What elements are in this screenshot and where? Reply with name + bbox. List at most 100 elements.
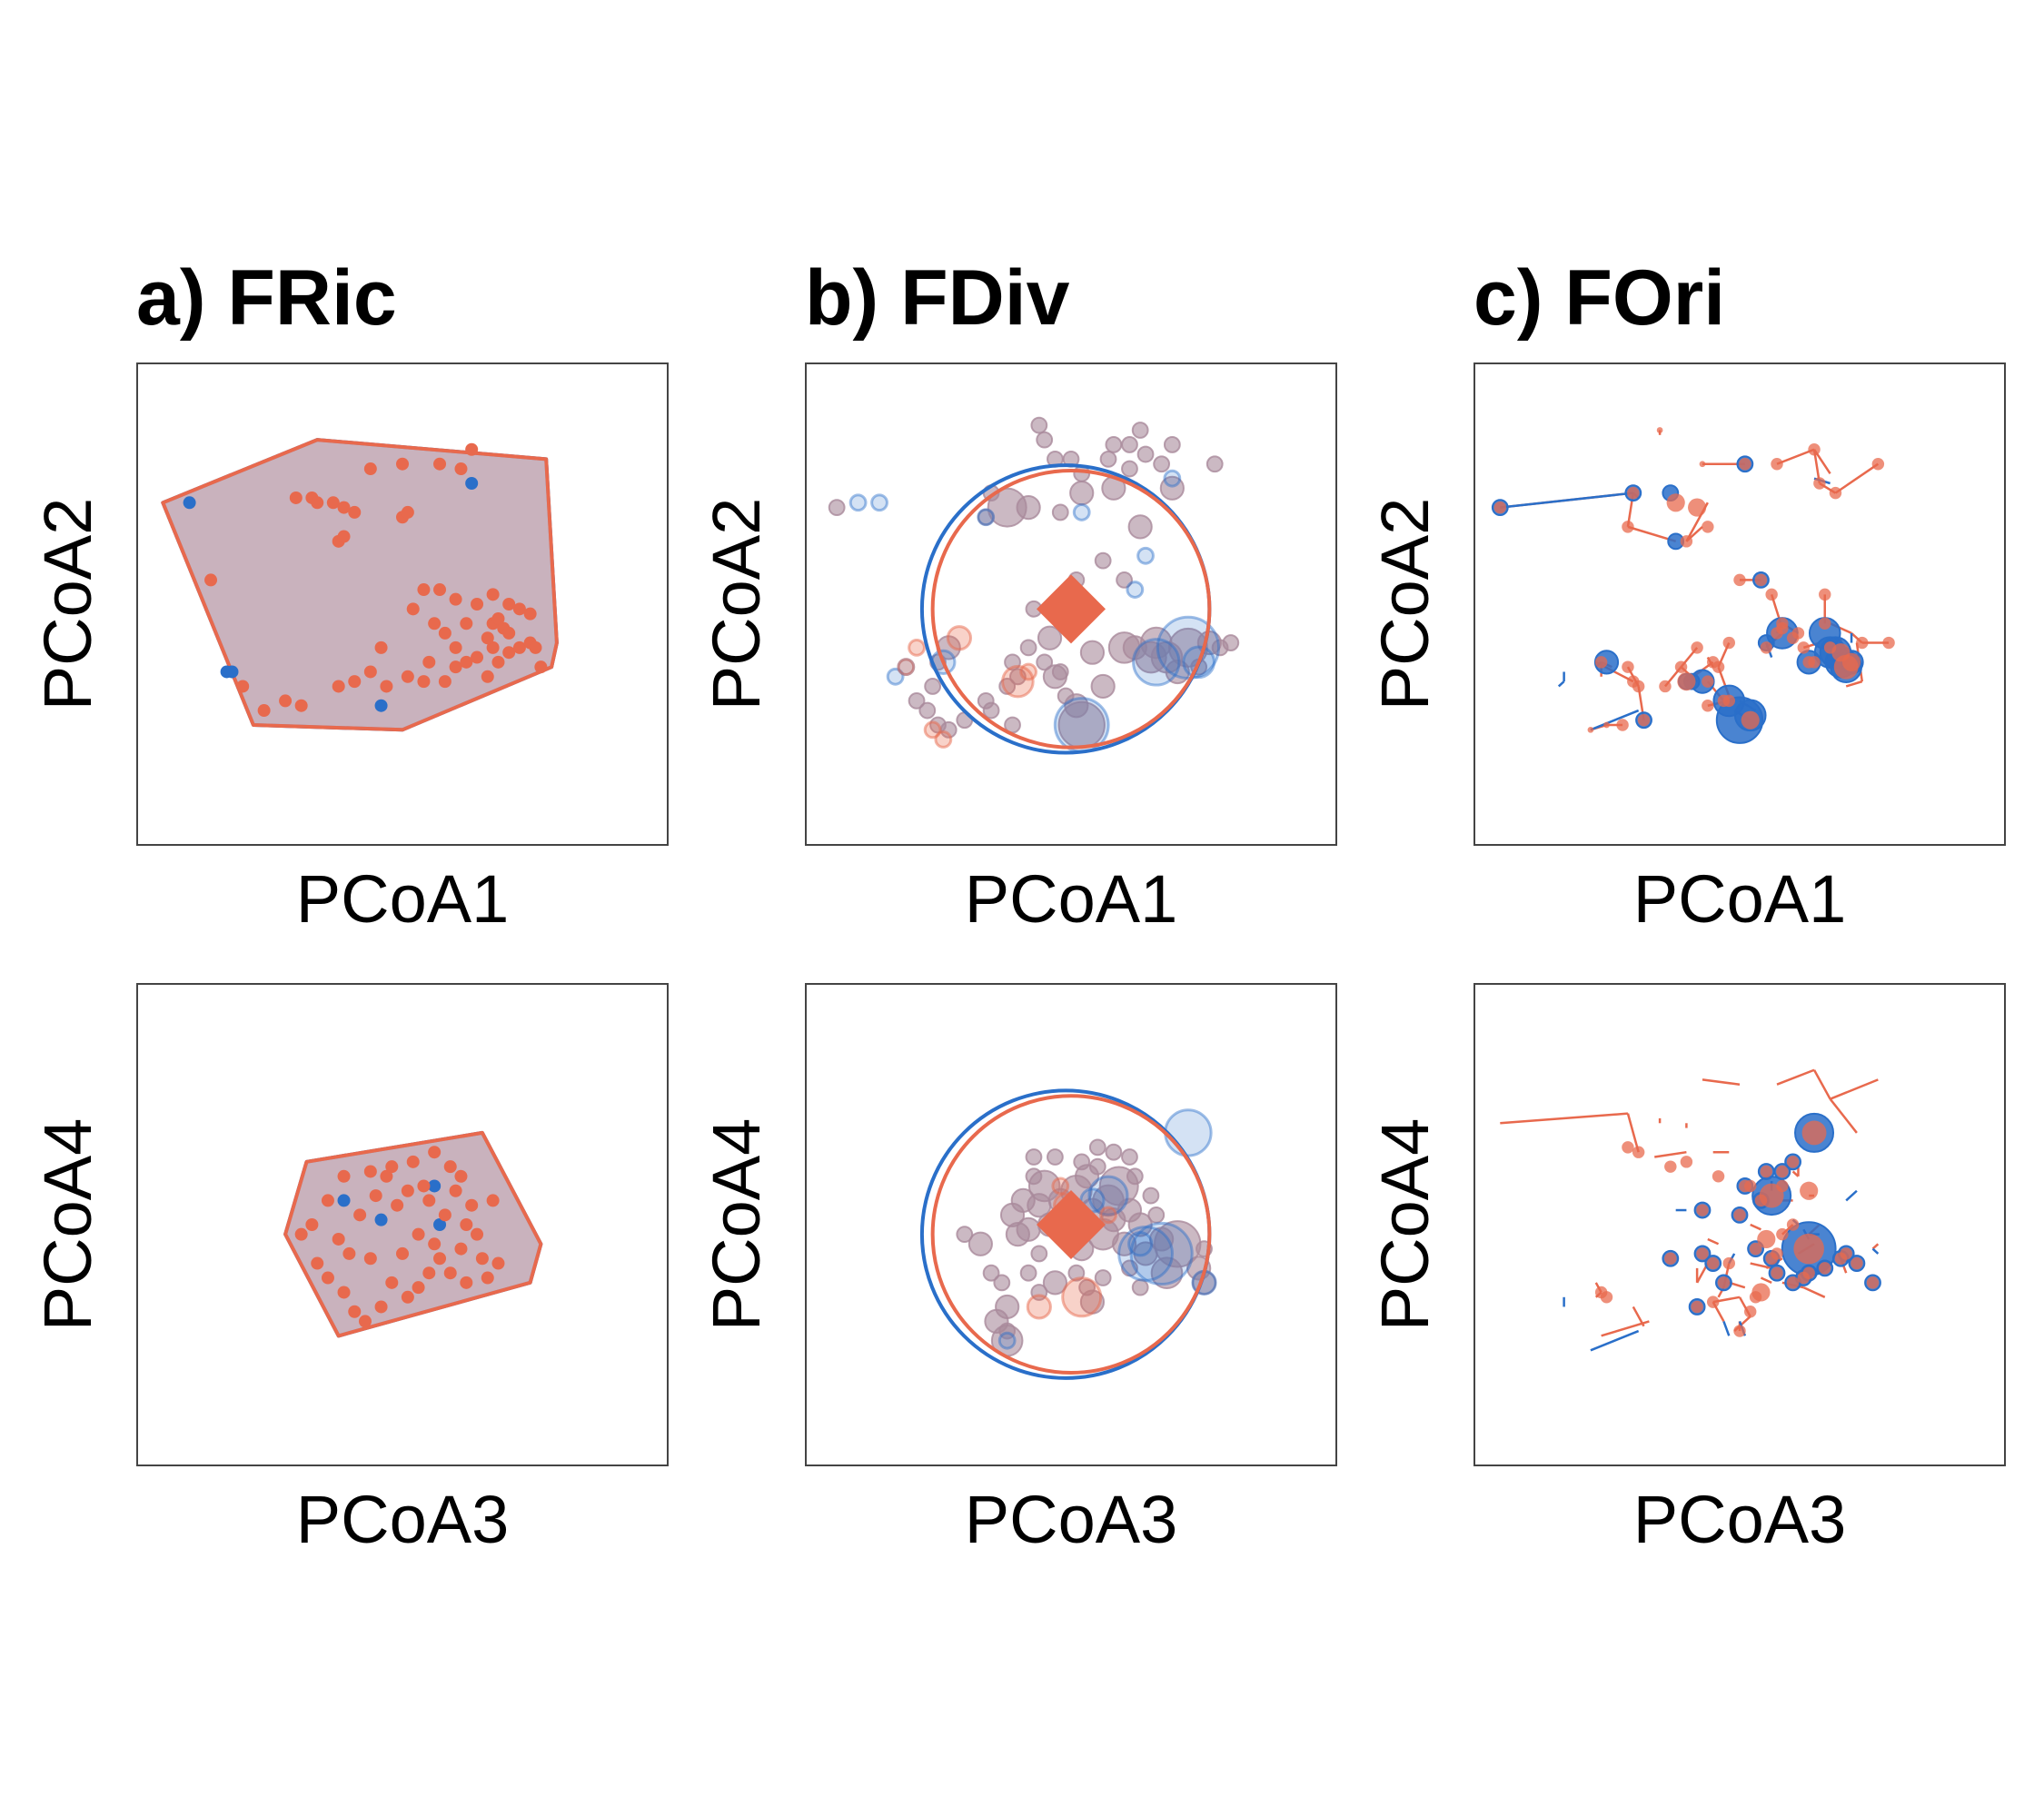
- point-red-32: [311, 1256, 324, 1270]
- point-red-31: [321, 1271, 334, 1285]
- node-red-20: [1771, 1266, 1783, 1279]
- node-red-6: [1632, 1146, 1645, 1158]
- point-red-30: [337, 1286, 351, 1299]
- point-blend-22: [1079, 640, 1106, 665]
- node-red-23: [1802, 1266, 1815, 1279]
- point-blue-faded-7: [997, 1331, 1017, 1350]
- node-red-45: [1587, 726, 1594, 733]
- point-red-23: [422, 1266, 436, 1280]
- point-blend-16: [1094, 551, 1112, 570]
- node-red-5: [1656, 427, 1663, 433]
- point-red-19: [471, 1227, 484, 1241]
- point-red-48: [348, 505, 362, 519]
- node-red-7: [1691, 1300, 1703, 1314]
- point-red-50: [337, 530, 351, 543]
- point-red-24: [534, 660, 548, 674]
- point-blue-0: [337, 1194, 351, 1207]
- point-blue-faded-13: [1126, 581, 1145, 599]
- point-red-1: [236, 680, 250, 693]
- point-red-faded-5: [934, 730, 953, 749]
- point-blue-faded-9: [977, 508, 996, 527]
- point-blue-faded-10: [1072, 503, 1091, 521]
- node-red-8: [1771, 458, 1783, 471]
- node-red-43: [1733, 1325, 1746, 1337]
- node-red-12: [1754, 1194, 1768, 1207]
- point-red-43: [460, 1276, 473, 1289]
- node-red-16: [1696, 1247, 1709, 1260]
- point-red-37: [417, 583, 431, 597]
- point-red-7: [363, 665, 377, 679]
- point-blend-41: [924, 678, 942, 695]
- point-red-12: [422, 1194, 436, 1207]
- segment-red-29: [1802, 1286, 1826, 1298]
- node-red-48: [1674, 660, 1688, 673]
- segment-blue-0: [1500, 491, 1633, 509]
- node-red-43: [1776, 617, 1789, 630]
- point-red-faded-1: [1001, 664, 1035, 699]
- point-blend-14: [1159, 475, 1185, 501]
- point-red-37: [385, 1160, 399, 1174]
- point-red-41: [486, 588, 500, 601]
- point-blend-56: [1036, 431, 1054, 449]
- divergence-circle-red: [930, 1094, 1212, 1375]
- point-red-38: [433, 583, 447, 597]
- point-blend-13: [1153, 455, 1171, 473]
- point-red-faded-4: [1026, 1294, 1052, 1320]
- segment-red-20: [1845, 680, 1863, 688]
- point-red-35: [443, 1160, 457, 1174]
- plot-frame: [1473, 983, 2006, 1466]
- node-red-9: [1808, 443, 1821, 456]
- point-red-25: [428, 617, 442, 630]
- point-blend-52: [1073, 1153, 1091, 1171]
- point-blue-faded-2: [1127, 1231, 1154, 1257]
- point-blend-45: [1030, 1245, 1048, 1263]
- node-red-27: [1722, 636, 1735, 650]
- point-blue-3: [465, 477, 479, 490]
- point-blue-faded-4: [1156, 615, 1221, 680]
- node-red-0: [1493, 501, 1507, 514]
- point-red-53: [363, 462, 377, 476]
- point-blend-49: [1019, 639, 1037, 657]
- node-red-42: [1771, 627, 1783, 640]
- node-red-15: [1765, 588, 1778, 601]
- point-red-faded-1: [1051, 1177, 1070, 1196]
- point-red-31: [491, 611, 505, 625]
- point-red-faded-3: [1099, 1206, 1117, 1225]
- point-red-21: [512, 640, 526, 654]
- point-red-17: [460, 1218, 473, 1231]
- point-red-16: [454, 1242, 468, 1256]
- point-red-34: [428, 1146, 442, 1159]
- node-red-2: [1666, 493, 1685, 512]
- node-red-40: [1786, 1218, 1800, 1231]
- x-axis-label-a-top: PCoA1: [295, 861, 510, 937]
- node-red-4: [1664, 1252, 1677, 1265]
- point-red-45: [417, 1179, 431, 1193]
- node-red-36: [1757, 1229, 1776, 1249]
- point-blend-8: [1099, 451, 1117, 468]
- point-blend-21: [1036, 653, 1054, 671]
- segment-red-31: [1750, 1223, 1761, 1231]
- point-red-42: [443, 1266, 457, 1280]
- node-red-33: [1712, 1170, 1725, 1183]
- plot-frame: [1473, 362, 2006, 846]
- point-red-faded-4: [923, 720, 942, 740]
- point-blend-52: [977, 692, 995, 710]
- point-red-faded-2: [908, 638, 926, 657]
- point-blend-17: [1116, 571, 1134, 589]
- point-red-24: [412, 1281, 425, 1295]
- node-red-37: [1637, 713, 1651, 727]
- segment-red-6: [1829, 1097, 1858, 1134]
- point-red-46: [326, 496, 340, 510]
- node-red-10: [1813, 477, 1826, 490]
- point-blend-47: [1121, 1259, 1138, 1277]
- point-red-13: [428, 1237, 442, 1251]
- point-red-26: [438, 626, 451, 640]
- point-red-40: [396, 1246, 409, 1260]
- point-red-4: [342, 1246, 356, 1260]
- node-red-45: [1600, 1291, 1613, 1304]
- point-red-faded-0: [946, 625, 973, 651]
- point-blend-3: [977, 508, 995, 526]
- point-red-0: [294, 1227, 308, 1241]
- point-red-42: [502, 598, 516, 611]
- point-blend-11: [1016, 1216, 1041, 1242]
